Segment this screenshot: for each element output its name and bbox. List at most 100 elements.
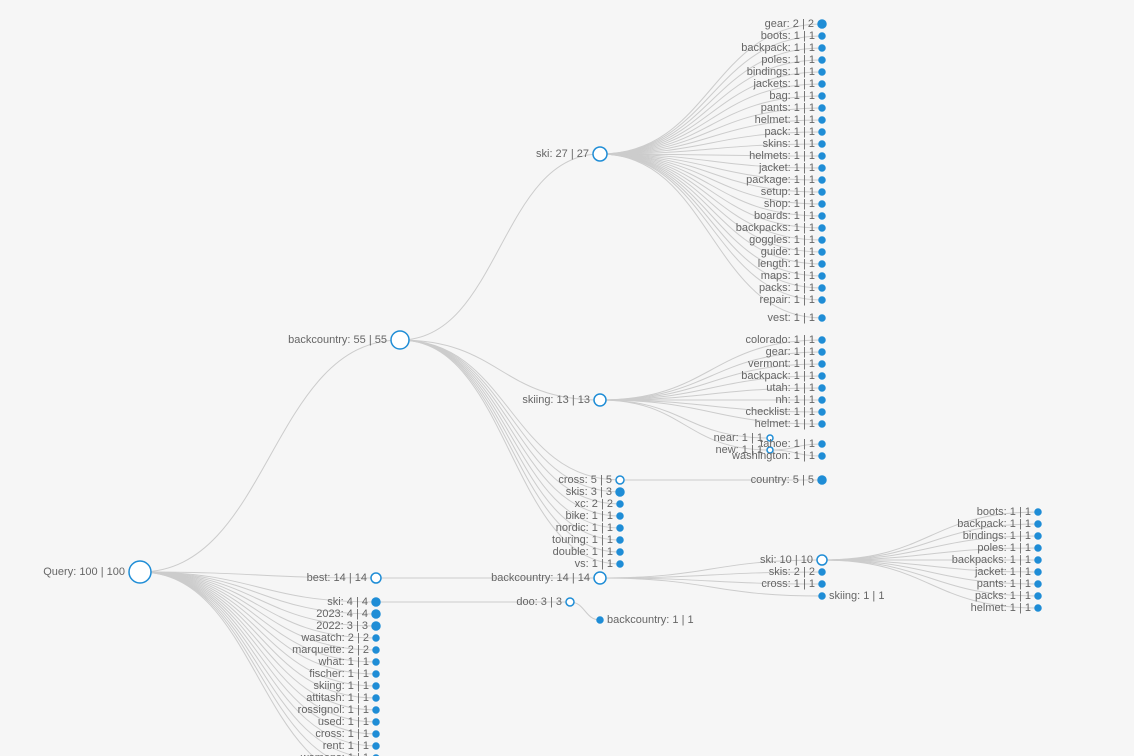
tree-node[interactable]: [373, 719, 379, 725]
tree-node[interactable]: [819, 57, 825, 63]
tree-node[interactable]: [1035, 533, 1041, 539]
tree-node-label: best: 14 | 14: [307, 572, 367, 584]
tree-node[interactable]: [819, 361, 825, 367]
tree-link: [570, 602, 600, 620]
tree-node[interactable]: [819, 249, 825, 255]
tree-node-label: near: 1 | 1: [714, 432, 763, 444]
tree-node[interactable]: [819, 261, 825, 267]
keyword-tree[interactable]: Query: 100 | 100backcountry: 55 | 55ski:…: [0, 0, 1134, 756]
tree-node-label: tahoe: 1 | 1: [760, 438, 815, 450]
tree-node[interactable]: [617, 537, 623, 543]
tree-node[interactable]: [818, 476, 826, 484]
tree-node[interactable]: [819, 105, 825, 111]
tree-node[interactable]: [373, 731, 379, 737]
tree-node[interactable]: [1035, 557, 1041, 563]
tree-node[interactable]: [1035, 545, 1041, 551]
tree-node[interactable]: [373, 671, 379, 677]
tree-node[interactable]: [566, 598, 574, 606]
tree-node-label: marquette: 2 | 2: [292, 644, 369, 656]
tree-node[interactable]: [819, 189, 825, 195]
tree-node[interactable]: [819, 237, 825, 243]
tree-node[interactable]: [617, 525, 623, 531]
tree-node[interactable]: [819, 297, 825, 303]
tree-node-label: rent: 1 | 1: [323, 740, 369, 752]
tree-node[interactable]: [819, 453, 825, 459]
tree-node[interactable]: [819, 285, 825, 291]
tree-node[interactable]: [1035, 605, 1041, 611]
tree-node[interactable]: [819, 315, 825, 321]
tree-node[interactable]: [819, 165, 825, 171]
tree-node[interactable]: [616, 488, 624, 496]
tree-node[interactable]: [373, 647, 379, 653]
tree-node-label: poles: 1 | 1: [977, 542, 1031, 554]
tree-node[interactable]: [373, 695, 379, 701]
tree-node[interactable]: [818, 20, 826, 28]
tree-node-label: skis: 3 | 3: [566, 486, 612, 498]
tree-node[interactable]: [819, 373, 825, 379]
tree-node[interactable]: [373, 683, 379, 689]
tree-node-label: helmet: 1 | 1: [755, 114, 815, 126]
tree-node[interactable]: [819, 45, 825, 51]
tree-node[interactable]: [819, 69, 825, 75]
tree-node-label: jacket: 1 | 1: [974, 566, 1031, 578]
tree-node[interactable]: [819, 441, 825, 447]
tree-node[interactable]: [819, 593, 825, 599]
tree-node[interactable]: [373, 635, 379, 641]
tree-node[interactable]: [819, 153, 825, 159]
tree-node[interactable]: [819, 569, 825, 575]
tree-node[interactable]: [819, 117, 825, 123]
tree-node[interactable]: [617, 501, 623, 507]
tree-node[interactable]: [819, 141, 825, 147]
tree-node[interactable]: [372, 622, 380, 630]
tree-node[interactable]: [819, 225, 825, 231]
tree-node[interactable]: [1035, 509, 1041, 515]
tree-node-label: 2022: 3 | 3: [316, 620, 368, 632]
tree-node[interactable]: [819, 81, 825, 87]
tree-node-label: vermont: 1 | 1: [748, 358, 815, 370]
tree-node[interactable]: [594, 572, 606, 584]
tree-node[interactable]: [819, 397, 825, 403]
tree-node[interactable]: [819, 273, 825, 279]
tree-node[interactable]: [617, 561, 623, 567]
tree-node[interactable]: [373, 707, 379, 713]
tree-node-label: fischer: 1 | 1: [309, 668, 369, 680]
tree-link: [400, 154, 600, 340]
tree-node[interactable]: [391, 331, 409, 349]
tree-node[interactable]: [1035, 521, 1041, 527]
tree-node[interactable]: [817, 555, 827, 565]
tree-node[interactable]: [819, 33, 825, 39]
tree-node[interactable]: [819, 201, 825, 207]
tree-node[interactable]: [597, 617, 603, 623]
tree-node-label: nordic: 1 | 1: [556, 522, 613, 534]
tree-node[interactable]: [372, 610, 380, 618]
tree-node[interactable]: [129, 561, 151, 583]
tree-node-label: shop: 1 | 1: [764, 198, 815, 210]
tree-node[interactable]: [372, 598, 380, 606]
tree-node[interactable]: [371, 573, 381, 583]
tree-node[interactable]: [617, 549, 623, 555]
tree-node[interactable]: [819, 385, 825, 391]
tree-node-label: backcountry: 14 | 14: [491, 572, 590, 584]
tree-node[interactable]: [819, 409, 825, 415]
tree-node[interactable]: [819, 93, 825, 99]
tree-node[interactable]: [819, 337, 825, 343]
tree-node[interactable]: [819, 581, 825, 587]
tree-node[interactable]: [594, 394, 606, 406]
tree-node-label: skiing: 13 | 13: [522, 394, 590, 406]
tree-node[interactable]: [1035, 569, 1041, 575]
tree-node-label: vest: 1 | 1: [768, 312, 816, 324]
tree-node[interactable]: [617, 513, 623, 519]
tree-node[interactable]: [616, 476, 624, 484]
tree-node[interactable]: [819, 349, 825, 355]
tree-node[interactable]: [819, 177, 825, 183]
tree-node[interactable]: [819, 421, 825, 427]
tree-node[interactable]: [1035, 593, 1041, 599]
tree-node[interactable]: [819, 213, 825, 219]
tree-node[interactable]: [373, 743, 379, 749]
tree-node-label: skiing: 1 | 1: [829, 590, 884, 602]
tree-node[interactable]: [373, 659, 379, 665]
tree-node[interactable]: [593, 147, 607, 161]
tree-link: [140, 340, 400, 572]
tree-node[interactable]: [819, 129, 825, 135]
tree-node[interactable]: [1035, 581, 1041, 587]
